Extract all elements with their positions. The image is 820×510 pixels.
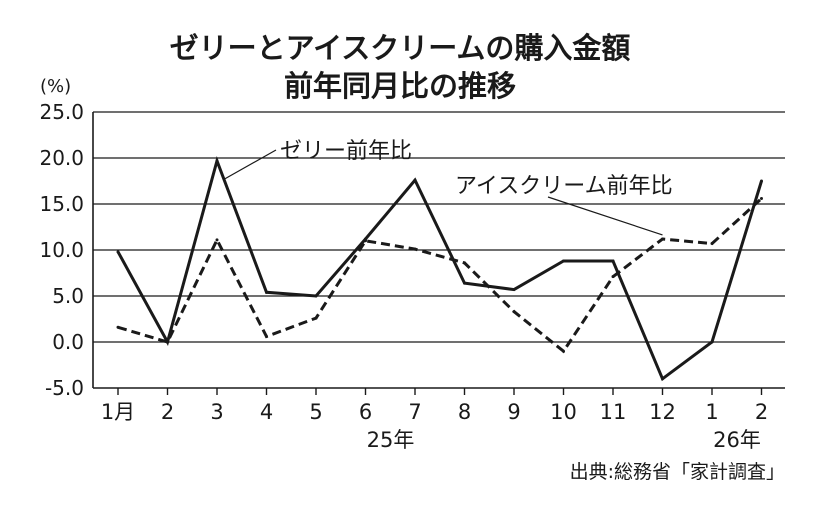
chart-title-line-2: 前年同月比の推移 <box>284 69 516 103</box>
y-tick-label-2: 15.0 <box>39 192 84 216</box>
series-0-point-10 <box>611 259 615 263</box>
year-label-1: 26年 <box>713 428 761 452</box>
series-lines <box>116 155 763 382</box>
x-tick-label-5: 6 <box>359 400 372 424</box>
x-tick-label-8: 9 <box>507 400 520 424</box>
series-1-point-5 <box>364 239 367 243</box>
annotation-leader-1 <box>547 196 663 236</box>
y-tick-label-4: 5.0 <box>52 284 84 308</box>
x-tick-label-3: 4 <box>260 400 273 424</box>
x-tick-label-11: 12 <box>649 400 676 424</box>
series-1-point-7 <box>463 261 466 265</box>
series-1-point-2 <box>215 238 219 242</box>
chart-title-line-1: ゼリーとアイスクリームの購入金額 <box>170 31 631 65</box>
series-0-point-2 <box>215 159 219 163</box>
x-tick-label-6: 7 <box>408 400 421 424</box>
x-tick-label-9: 10 <box>550 400 577 424</box>
series-0-point-13 <box>760 179 763 183</box>
x-tick-label-7: 8 <box>458 400 471 424</box>
series-1-point-6 <box>413 247 417 251</box>
series-1-point-11 <box>661 237 664 241</box>
series-0-point-3 <box>265 290 268 294</box>
series-1-point-8 <box>512 310 516 314</box>
series-1-point-12 <box>710 242 714 246</box>
x-tick-label-10: 11 <box>600 400 627 424</box>
series-0-point-9 <box>562 259 565 263</box>
series-1-point-10 <box>611 275 615 279</box>
y-tick-label-6: -5.0 <box>45 376 84 400</box>
source-note: 出典:総務省「家計調査」 <box>570 461 785 483</box>
series-0-point-4 <box>314 294 318 298</box>
series-1-point-1 <box>166 340 169 344</box>
y-axis-unit: (%) <box>40 76 71 97</box>
series-0-point-11 <box>661 377 664 381</box>
x-tick-label-0: 1月 <box>101 400 135 424</box>
series-0-point-8 <box>512 288 516 292</box>
x-tick-label-12: 1 <box>705 400 718 424</box>
y-tick-label-1: 20.0 <box>39 146 84 170</box>
series-1-point-4 <box>314 316 318 320</box>
y-tick-label-0: 25.0 <box>39 100 84 124</box>
annotation-label-0: ゼリー前年比 <box>280 139 412 164</box>
series-0-point-12 <box>710 340 714 344</box>
year-label-0: 25年 <box>367 428 415 452</box>
y-tick-labels: 25.0 20.0 15.0 10.0 5.0 0.0 -5.0 <box>39 100 84 400</box>
series-0-point-6 <box>413 178 417 182</box>
x-tick-label-4: 5 <box>309 400 322 424</box>
grid-lines <box>93 111 785 343</box>
series-line-1 <box>117 197 763 354</box>
series-0-point-0 <box>116 250 120 254</box>
x-tick-label-13: 2 <box>755 400 768 424</box>
series-1-point-3 <box>265 334 268 338</box>
annotation-leader-0 <box>224 149 277 180</box>
series-1-point-0 <box>116 325 120 329</box>
x-tick-label-2: 3 <box>210 400 223 424</box>
annotation-label-1: アイスクリーム前年比 <box>455 174 673 199</box>
y-tick-label-3: 10.0 <box>39 238 84 262</box>
series-1-point-9 <box>562 349 565 353</box>
axes <box>92 112 785 395</box>
series-line-0 <box>116 155 763 382</box>
x-tick-label-1: 2 <box>161 400 174 424</box>
y-tick-label-5: 0.0 <box>52 330 84 354</box>
series-1-point-13 <box>760 196 763 200</box>
series-0-point-7 <box>463 281 466 285</box>
